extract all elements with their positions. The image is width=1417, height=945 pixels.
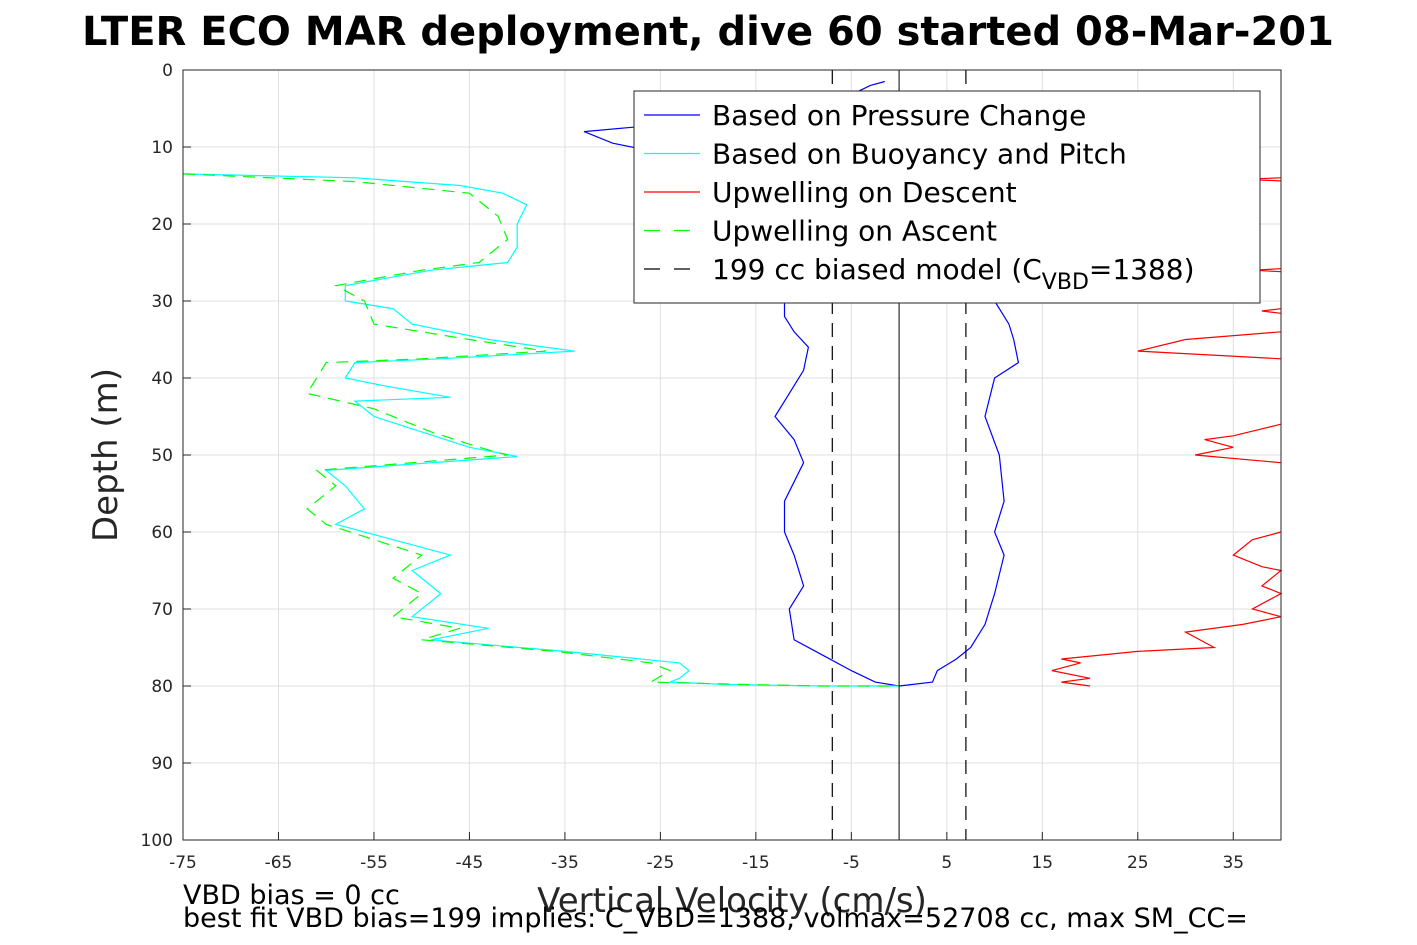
x-tick-label: -5 [843, 853, 860, 873]
legend: Based on Pressure Change Based on Buoyanc… [633, 90, 1261, 304]
series-line [583, 80, 900, 687]
series-line [1261, 308, 1282, 314]
x-tick-label: 35 [1222, 853, 1244, 873]
chart-title: LTER ECO MAR deployment, dive 60 started… [82, 9, 1334, 55]
legend-label: Upwelling on Descent [712, 176, 1017, 209]
x-axis-label: Vertical Velocity (cm/s) [537, 881, 927, 921]
y-tick-label: 10 [151, 138, 173, 158]
x-tick-label: -65 [265, 853, 293, 873]
x-tick-label: -35 [551, 853, 579, 873]
x-tick-label: 25 [1127, 853, 1149, 873]
y-tick-label: 80 [151, 677, 173, 697]
y-tick-label: 100 [141, 831, 173, 851]
series-line [1137, 331, 1282, 360]
series-line [1051, 531, 1283, 687]
x-tick-label: -75 [169, 853, 197, 873]
series-line [899, 300, 1020, 687]
series-line [182, 173, 900, 687]
legend-label: Upwelling on Ascent [712, 215, 997, 248]
y-tick-label: 70 [151, 600, 173, 620]
series-line [182, 173, 900, 687]
legend-label-suffix: =1388) [1089, 253, 1195, 286]
y-tick-label: 50 [151, 446, 173, 466]
y-tick-label: 0 [162, 61, 173, 81]
series-line [1194, 423, 1282, 464]
x-tick-label: 15 [1031, 853, 1053, 873]
tick-labels: -75 -65 -55 -45 -35 -25 -15 -5 5 15 25 350102030405… [141, 61, 1245, 873]
legend-label: Based on Pressure Change [712, 99, 1086, 132]
x-tick-label: -25 [647, 853, 675, 873]
legend-box [633, 90, 1261, 304]
y-tick-label: 60 [151, 523, 173, 543]
y-axis-label: Depth (m) [86, 368, 126, 542]
x-tick-label: 5 [941, 853, 952, 873]
y-tick-label: 20 [151, 215, 173, 235]
legend-label: 199 cc biased model (CVBD=1388) [712, 253, 1195, 295]
legend-label-subscript: VBD [1042, 270, 1089, 295]
x-tick-label: -15 [742, 853, 770, 873]
legend-label: Based on Buoyancy and Pitch [712, 138, 1127, 171]
y-tick-label: 30 [151, 292, 173, 312]
vbd-bias-note: VBD bias = 0 cc [183, 880, 400, 911]
y-tick-label: 90 [151, 754, 173, 774]
best-fit-note: best fit VBD bias=199 implies: C_VBD=138… [183, 903, 1248, 934]
y-tick-label: 40 [151, 369, 173, 389]
x-tick-label: -45 [456, 853, 484, 873]
legend-label-prefix: 199 cc biased model (C [712, 253, 1042, 286]
x-tick-label: -55 [360, 853, 388, 873]
